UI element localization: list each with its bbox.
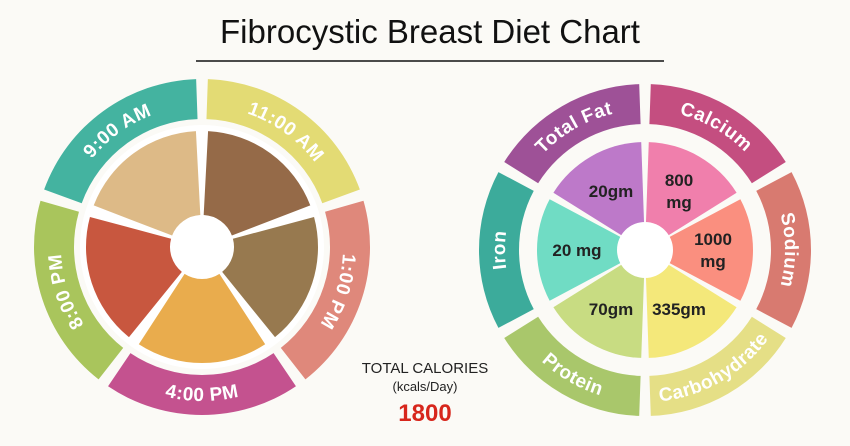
nutrient-amount: 20gm [589,182,633,201]
calories-value: 1800 [398,400,451,427]
ring-label: 4:00 PM [164,381,241,406]
meal-segment [206,79,360,204]
nutrient-segment [504,316,641,416]
ring-label-text: Iron [489,230,511,271]
food-photo [93,131,201,236]
meal-segment [33,200,124,380]
title: Fibrocystic Breast Diet Chart [220,13,640,50]
nutrient-amount: mg [666,193,692,212]
nutrient-amount: 1000 [694,230,732,249]
wheel-center [617,222,673,278]
nutrient-amount: 335gm [652,300,706,319]
calories-unit: (kcals/Day) [392,379,457,394]
meal-segment [44,79,198,204]
nutrient-amount: 20 mg [552,241,601,260]
meal-segment [108,353,296,415]
nutrient-segment [649,316,786,416]
calories-label: TOTAL CALORIES [362,360,488,377]
nutrient-slice [537,199,645,301]
food-photo [138,273,266,364]
food-photo [222,216,318,338]
nutrient-amount: 70gm [589,300,633,319]
nutrient-segment [479,172,534,328]
nutrient-slice [553,250,645,358]
nutrient-slice [645,250,737,358]
food-photo [203,131,311,236]
nutrient-segment [649,84,786,184]
nutrient-segment [756,172,811,328]
ring-label: Iron [489,230,511,271]
nutrient-segment [504,84,641,184]
nutrient-slice [553,142,645,250]
ring-label-text: 4:00 PM [164,381,240,406]
meal-segment [280,200,370,380]
wheel-center [172,217,232,277]
food-photo [86,216,182,338]
nutrient-slice [645,199,754,301]
nutrient-amount: 800 [665,171,693,190]
nutrient-slice [645,142,737,250]
nutrient-amount: mg [700,252,726,271]
